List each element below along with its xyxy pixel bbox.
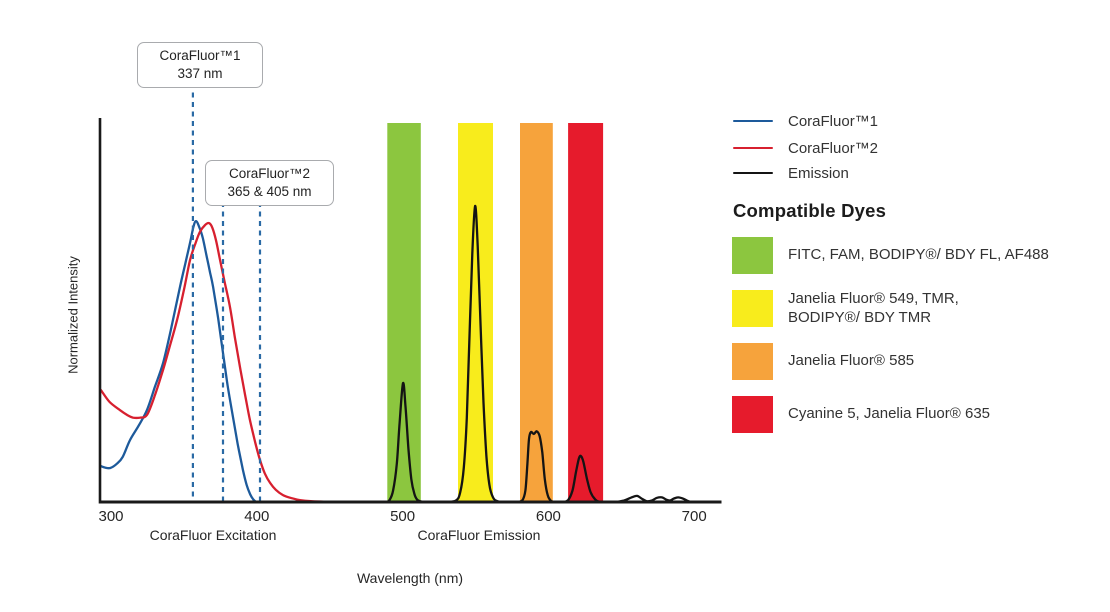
x-tick-label-400: 400 [244, 508, 269, 525]
legend-item-emission: Emission [733, 164, 849, 182]
y-axis-title: Normalized Intensity [65, 256, 81, 374]
yellow-dye-label: Janelia Fluor® 549, TMR, BODIPY®/ BDY TM… [788, 290, 959, 326]
dye-item-green: FITC, FAM, BODIPY®/ BDY FL, AF488 [732, 237, 1049, 274]
legend-item-corafluor1: CoraFluor™1 [733, 112, 878, 130]
emission-section-label: CoraFluor Emission [417, 527, 541, 543]
orange-dye-label: Janelia Fluor® 585 [788, 352, 915, 370]
legend-label-corafluor1: CoraFluor™1 [788, 112, 879, 130]
x-tick-label-300: 300 [98, 508, 123, 525]
x-tick-label-600: 600 [536, 508, 561, 525]
annotation-corafluor1: CoraFluor™1 337 nm [137, 42, 263, 89]
legend-label-emission: Emission [788, 164, 849, 182]
filter-band-2 [520, 123, 553, 502]
filter-band-0 [387, 123, 421, 502]
green-dye-label: FITC, FAM, BODIPY®/ BDY FL, AF488 [788, 246, 1049, 264]
excitation-section-label: CoraFluor Excitation [149, 527, 277, 543]
compatible-dyes-heading: Compatible Dyes [733, 200, 887, 221]
annotation-corafluor2-value: 365 & 405 nm [227, 184, 312, 200]
curve-1 [99, 221, 343, 504]
red-dye-label: Cyanine 5, Janelia Fluor® 635 [788, 405, 991, 423]
annotation-corafluor2-title: CoraFluor™2 [228, 166, 311, 181]
x-tick-label-700: 700 [682, 508, 707, 525]
x-tick-label-500: 500 [390, 508, 415, 525]
annotation-corafluor1-title: CoraFluor™1 [159, 48, 241, 63]
spectra-plot: 300 400 500 600 700 [98, 83, 722, 525]
annotation-corafluor2: CoraFluor™2 365 & 405 nm [205, 160, 334, 207]
dye-item-yellow: Janelia Fluor® 549, TMR, BODIPY®/ BDY TM… [732, 290, 959, 327]
annotation-corafluor1-value: 337 nm [177, 66, 223, 82]
x-axis-title: Wavelength (nm) [356, 570, 464, 586]
dye-item-red: Cyanine 5, Janelia Fluor® 635 [732, 396, 990, 433]
dye-item-orange: Janelia Fluor® 585 [732, 343, 914, 380]
filter-band-1 [458, 123, 493, 502]
curve-0 [99, 220, 258, 504]
legend-label-corafluor2: CoraFluor™2 [788, 139, 879, 157]
filter-band-3 [568, 123, 604, 502]
legend-item-corafluor2: CoraFluor™2 [733, 139, 878, 157]
